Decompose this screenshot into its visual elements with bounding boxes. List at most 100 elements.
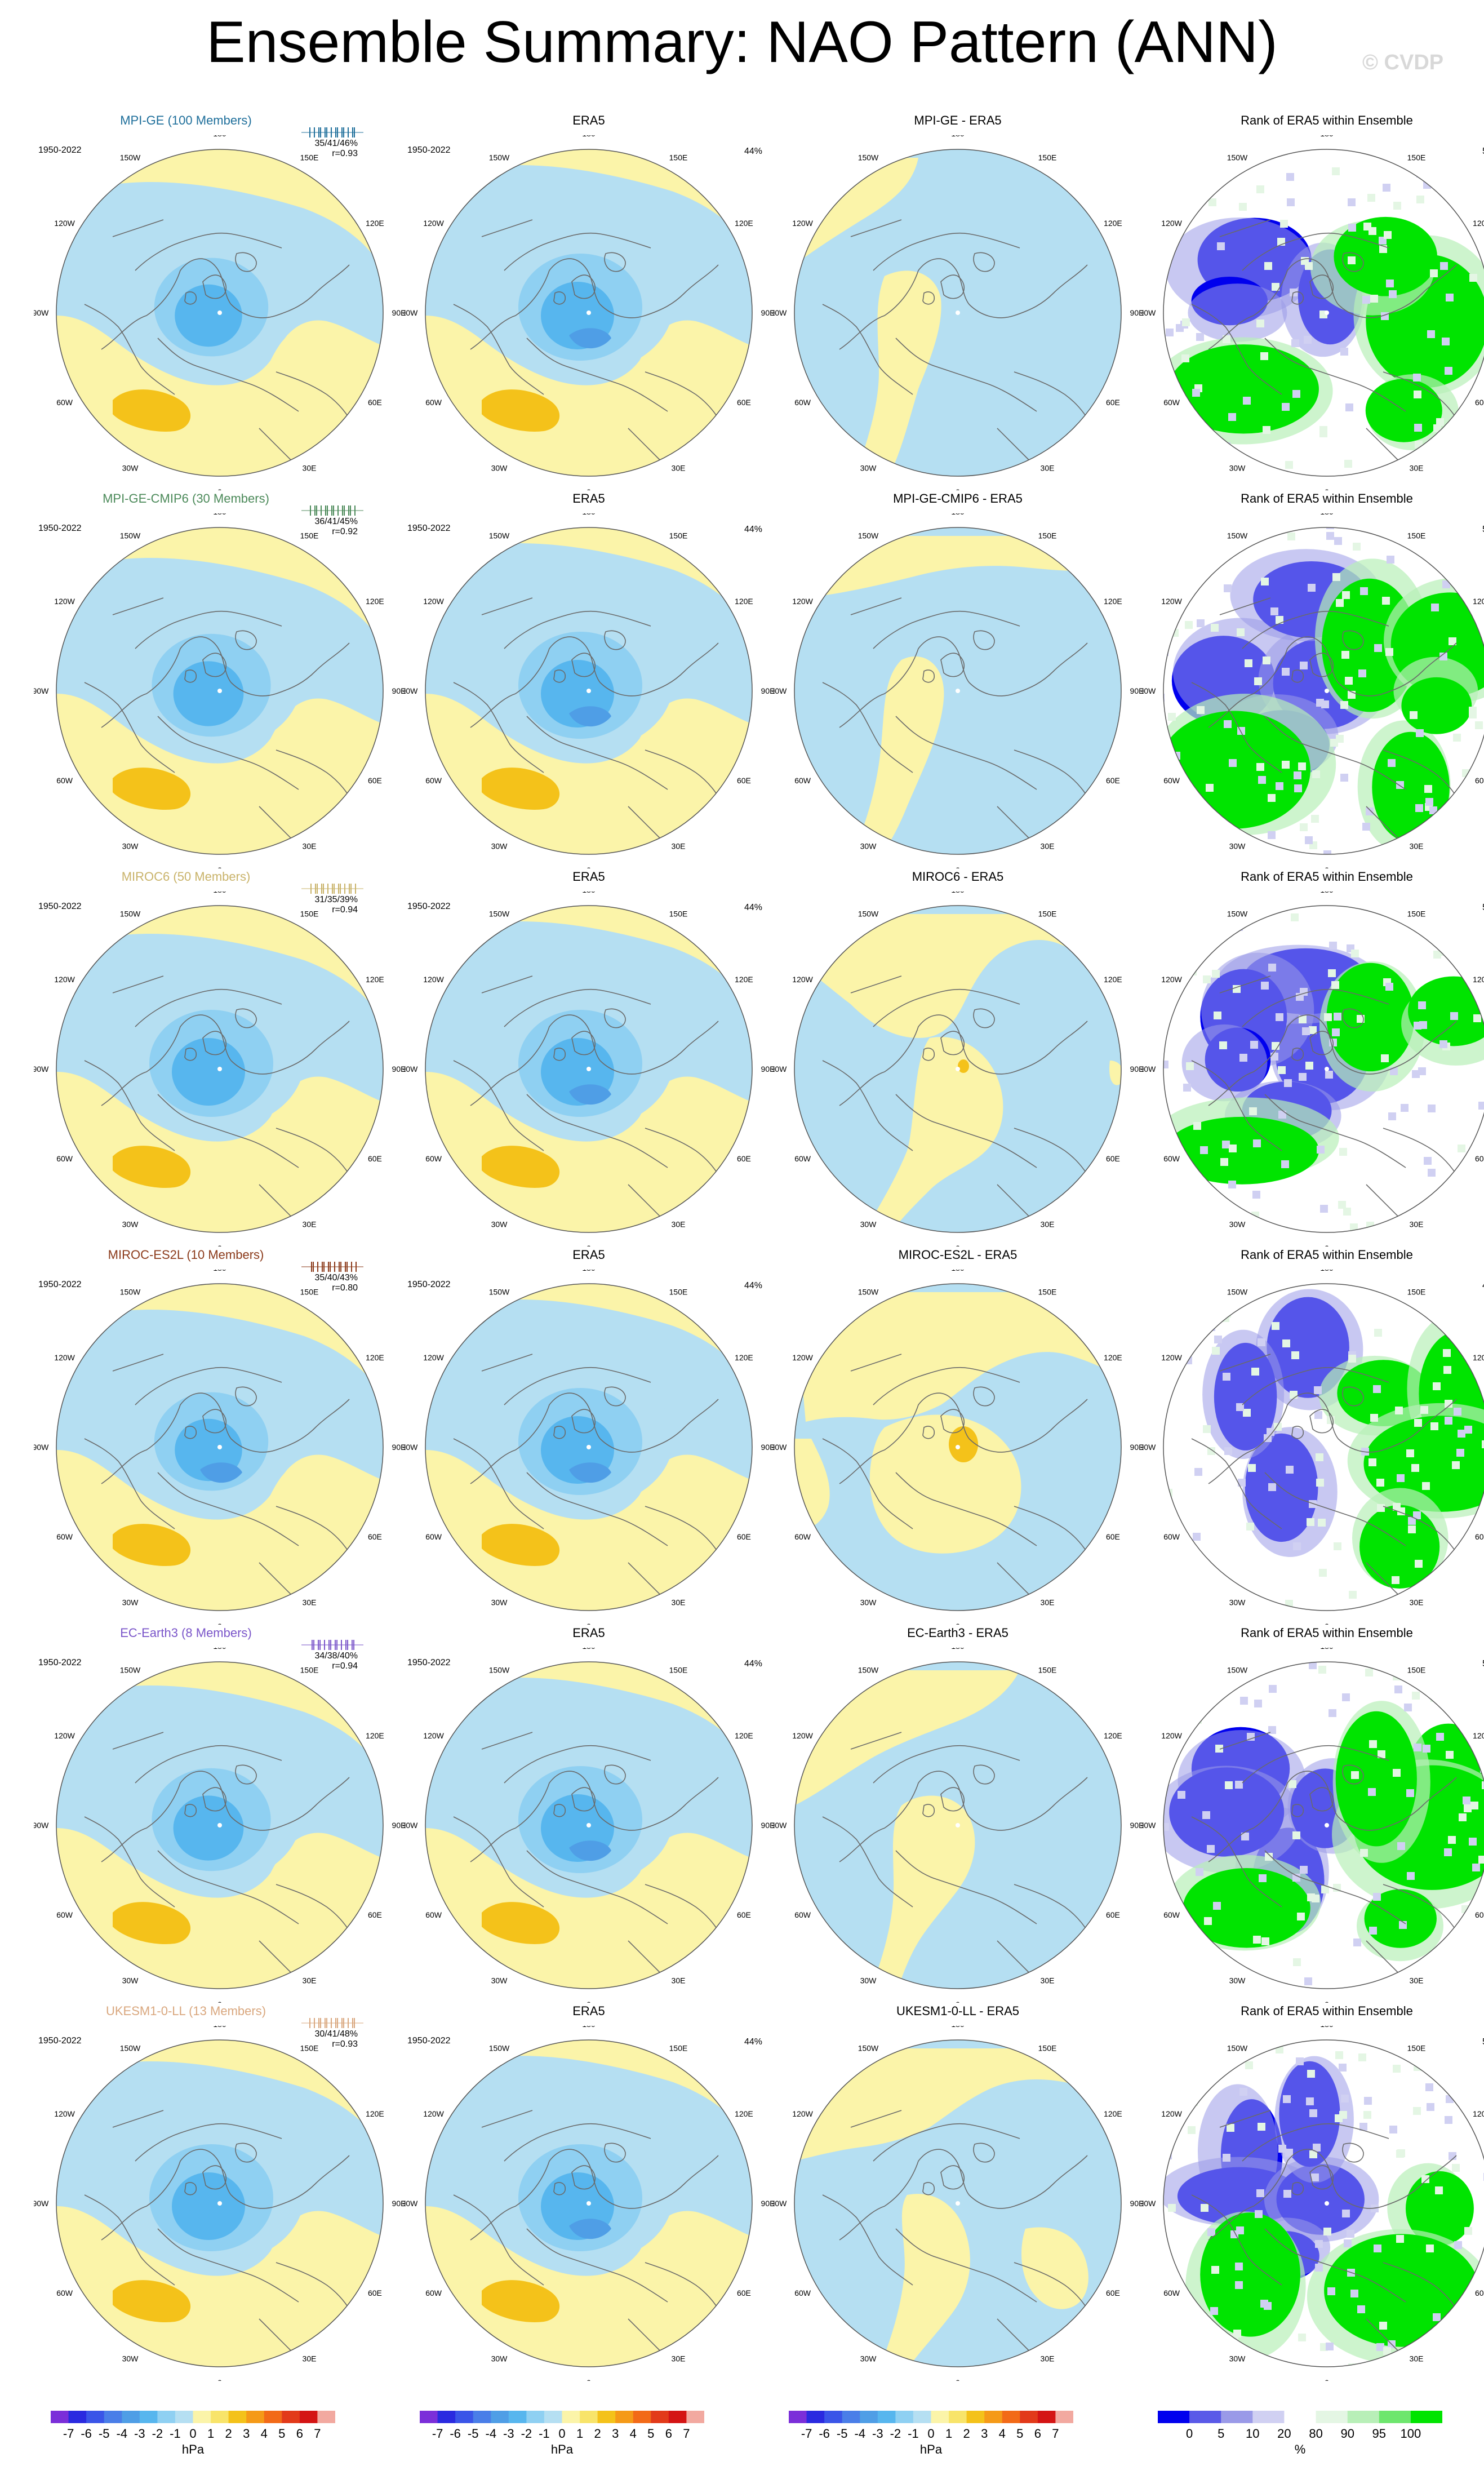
lon-label: 150W	[120, 1666, 141, 1675]
era5-panel: ERA5 1950-2022 44% 180 150E 120E 90E 60E 30E 0 30W…	[403, 1625, 775, 2003]
colorbar-tick-label: 5	[1218, 2427, 1224, 2441]
rank-cell	[1305, 836, 1313, 844]
map-boundary	[425, 1661, 753, 1989]
difference-title: MPI-GE-CMIP6 - ERA5	[893, 491, 1023, 505]
rank-cell	[1268, 794, 1276, 802]
colorbar-tick-label: 0	[558, 2427, 565, 2441]
rank-cell	[1168, 1284, 1176, 1291]
difference-panel: MIROC6 - ERA5 180 150E 120E 90E 60E 30E 0 30W 60W…	[772, 869, 1144, 1247]
colorbar-tick-label: 3	[981, 2427, 988, 2441]
lon-label: 120E	[1104, 1353, 1122, 1362]
rank-cell	[1365, 1669, 1373, 1676]
colorbar-swatch	[1316, 2411, 1348, 2423]
positive-anomaly-azores	[113, 1146, 191, 1188]
era5-pct: 44%	[744, 1281, 763, 1290]
rank-cell	[1197, 619, 1205, 627]
rank-cell	[1190, 2046, 1198, 2053]
rank-cell	[1241, 1833, 1249, 1840]
pole-marker	[956, 689, 960, 693]
lon-label: 0	[217, 866, 222, 868]
lon-label: 90E	[1130, 1443, 1144, 1452]
colorbar-tick-label: 2	[594, 2427, 601, 2441]
rank-cell	[1150, 1913, 1158, 1920]
lon-label: 30E	[1041, 841, 1055, 850]
rank-cell	[1435, 2186, 1443, 2194]
pole-marker	[587, 689, 591, 693]
rank-cell	[1207, 2228, 1215, 2236]
rank-cell	[1163, 1762, 1168, 1770]
rank-cell	[1385, 983, 1393, 991]
rank-cell	[1399, 1620, 1407, 1625]
rank-cell	[1426, 2245, 1434, 2252]
polar-map: 180150E120E90E60E30E030W60W90W120W150W	[1141, 513, 1484, 868]
coastlines	[822, 1732, 1094, 1975]
colorbar-tick-label: 20	[1277, 2427, 1291, 2441]
rank-cell	[1326, 2343, 1334, 2350]
lon-label: 90W	[34, 1821, 49, 1830]
rank-cell	[1296, 2057, 1304, 2065]
lon-label: 180	[582, 1648, 596, 1651]
rank-cell	[1350, 1223, 1358, 1231]
rank-high-region	[1405, 2171, 1474, 2246]
rank-cell	[1146, 2330, 1154, 2338]
map-boundary	[1163, 149, 1484, 477]
lon-label: 90W	[34, 686, 49, 695]
map-boundary	[56, 905, 384, 1233]
rank-cell	[1263, 426, 1270, 434]
colorbar-tick-label: 5	[1016, 2427, 1023, 2441]
rank-cell	[1230, 489, 1238, 490]
lon-label: 60W	[1163, 1154, 1180, 1163]
polar-map: 180150E120E90E60E30E030W60W90W120W150W	[403, 2026, 775, 2381]
rank-cell	[1397, 1842, 1405, 1850]
member-count: 30 Members	[196, 491, 265, 505]
rank-cell	[1254, 677, 1262, 685]
rank-cell	[1224, 584, 1232, 592]
rank-cell	[1478, 1102, 1484, 1110]
lon-label: 60W	[56, 1154, 73, 1163]
rank-cell	[1167, 2096, 1175, 2104]
rank-cell	[1373, 1385, 1381, 1393]
rank-cell	[1225, 1613, 1233, 1621]
member-count: 50 Members	[177, 870, 246, 884]
rank-high-region	[1168, 344, 1319, 434]
rank-cell	[1374, 1329, 1382, 1337]
polar-map: 180150E120E90E60E30E030W60W90W120W150W	[1141, 2026, 1484, 2381]
model-title: MPI-GE (100 Members)	[120, 113, 252, 127]
rank-cell	[1280, 480, 1288, 487]
lon-label: 150E	[1407, 1288, 1426, 1297]
lon-label: 60E	[1475, 1532, 1484, 1541]
pattern-correlation: r=0.80	[332, 1283, 358, 1293]
rank-cell	[1182, 194, 1190, 202]
period-label: 1950-2022	[38, 145, 82, 155]
difference-title: MIROC6 - ERA5	[912, 870, 1004, 884]
rank-cell	[1245, 659, 1252, 667]
rank-cell	[1336, 1990, 1344, 1998]
lon-label: 90W	[34, 1443, 49, 1452]
negative-anomaly-max	[569, 706, 611, 727]
lon-label: 60E	[368, 1154, 382, 1163]
rank-cell	[1482, 1781, 1484, 1789]
rank-cell	[1165, 188, 1173, 196]
colorbar-tick-label: 0	[1186, 2427, 1193, 2441]
map-boundary	[56, 2039, 384, 2367]
colorbar-swatch	[668, 2411, 687, 2423]
lon-label: 120W	[1161, 2109, 1182, 2118]
rank-cell	[1268, 1483, 1276, 1491]
rank-cell	[1430, 1270, 1438, 1278]
rank-cell	[1473, 1014, 1481, 1022]
rank-cell	[1179, 1662, 1187, 1669]
lon-label: 60E	[1475, 398, 1484, 407]
rank-high-region	[1364, 1889, 1437, 1948]
rank-pct: 51%	[1482, 525, 1484, 535]
pole-marker	[587, 2201, 591, 2206]
rank-cell	[1181, 2064, 1189, 2072]
colorbar-tick-label: 4	[999, 2427, 1006, 2441]
member-count: 100 Members	[171, 113, 248, 127]
pattern-correlation: r=0.94	[332, 905, 358, 915]
rank-cell	[1475, 721, 1483, 729]
rank-cell	[1341, 651, 1349, 659]
rank-cell	[1163, 567, 1164, 575]
rank-cell	[1388, 1112, 1396, 1120]
positive-anomaly-region	[794, 2048, 1121, 2367]
rank-cell	[1314, 1386, 1322, 1394]
